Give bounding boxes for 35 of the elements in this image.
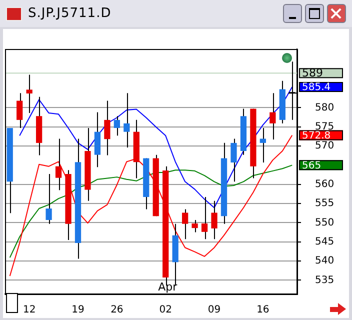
y-tick-label: 580 (315, 102, 334, 114)
data-label: 572.8 (302, 130, 331, 142)
y-tick-label: 560 (315, 178, 334, 190)
candlestick (114, 116, 120, 136)
y-tick-label: 535 (315, 274, 334, 286)
candlestick (260, 127, 266, 163)
candlestick (94, 112, 101, 168)
candlestick (230, 138, 237, 182)
data-label: 585.4 (302, 82, 331, 94)
candlestick (46, 173, 52, 224)
candlestick (26, 74, 32, 114)
candlestick (55, 138, 62, 191)
x-tick-label: 09 (208, 304, 221, 316)
annotation: Apr (158, 280, 178, 294)
y-tick-label: 570 (315, 140, 334, 152)
candlestick (104, 100, 110, 156)
x-tick-label: 16 (256, 304, 270, 316)
y-tick-label: 550 (315, 217, 334, 228)
candlestick (124, 92, 130, 148)
candlestick (16, 92, 23, 128)
x-tick-label: 19 (72, 304, 84, 316)
data-label: 565 (302, 160, 322, 172)
candlestick (201, 196, 208, 240)
x-tick-label: 26 (110, 304, 124, 316)
y-tick-label: 545 (315, 236, 334, 248)
x-tick-label: 02 (159, 304, 172, 316)
chart-title: S.JP.J5711.D (28, 6, 112, 21)
y-tick-label: 555 (315, 198, 334, 210)
candlestick (270, 92, 276, 140)
candlestick (182, 208, 188, 240)
candlestick (192, 220, 198, 233)
candlestick (211, 200, 218, 240)
y-tick-label: 575 (315, 121, 334, 132)
y-tick-label: 540 (315, 256, 334, 267)
x-tick-label: 12 (22, 304, 36, 316)
